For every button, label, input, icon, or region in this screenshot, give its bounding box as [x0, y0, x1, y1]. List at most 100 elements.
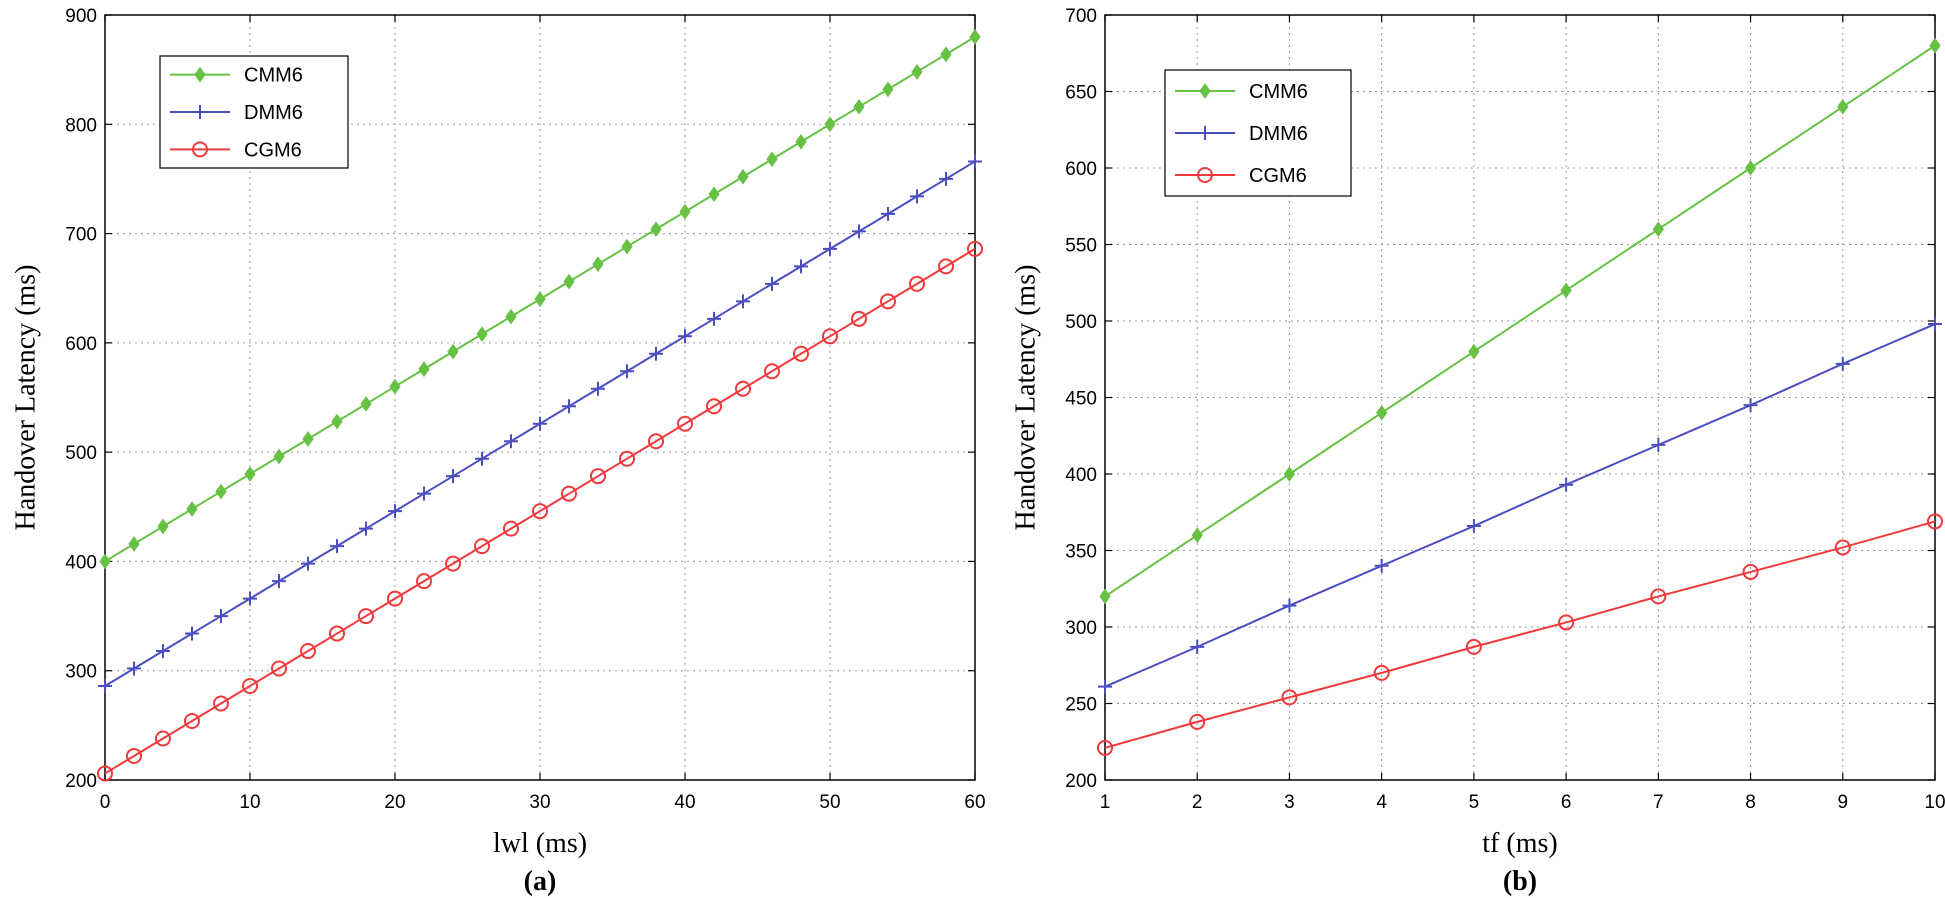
marker-dmm6: [1743, 398, 1758, 413]
marker-dmm6: [910, 189, 924, 204]
x-tick-label: 6: [1561, 792, 1572, 813]
marker-cmm6: [1376, 404, 1388, 421]
marker-dmm6: [214, 609, 228, 624]
legend-label: CMM6: [244, 65, 303, 87]
series-cgm6: [1097, 513, 1943, 756]
x-tick-label: 4: [1376, 792, 1387, 813]
series-dmm6: [98, 154, 982, 694]
series-cgm6: [97, 240, 983, 782]
y-tick-label: 350: [1065, 542, 1097, 563]
marker-cmm6: [360, 396, 372, 412]
marker-cgm6: [851, 310, 867, 327]
marker-cmm6: [194, 66, 206, 83]
marker-cmm6: [476, 326, 488, 342]
marker-cgm6: [155, 730, 171, 747]
legend: CMM6 DMM6 CGM6: [159, 55, 349, 169]
marker-cgm6: [242, 678, 258, 695]
marker-cmm6: [708, 186, 720, 203]
legend-item-dmm6: DMM6: [170, 102, 303, 124]
marker-dmm6: [98, 679, 112, 694]
marker-dmm6: [1928, 317, 1942, 332]
y-tick-label: 500: [65, 443, 97, 464]
marker-dmm6: [1559, 477, 1574, 492]
marker-cgm6: [967, 240, 983, 257]
x-axis-label: tf (ms): [1482, 828, 1557, 859]
series-cmm6: [1099, 37, 1941, 605]
marker-cmm6: [1099, 588, 1111, 605]
marker-cgm6: [1281, 689, 1298, 706]
marker-dmm6: [388, 504, 402, 519]
marker-cgm6: [764, 363, 780, 380]
y-tick-label: 200: [65, 771, 97, 792]
marker-cgm6: [590, 468, 606, 485]
series-cmm6: [99, 28, 981, 570]
x-tick-label: 10: [1924, 792, 1945, 813]
marker-cmm6: [940, 46, 952, 63]
x-tick-label: 10: [239, 792, 260, 813]
marker-dmm6: [562, 399, 576, 414]
marker-cgm6: [192, 141, 208, 158]
marker-dmm6: [1374, 558, 1389, 573]
marker-dmm6: [359, 521, 373, 536]
marker-cgm6: [358, 608, 374, 625]
marker-cmm6: [853, 98, 865, 115]
marker-cgm6: [474, 538, 490, 555]
marker-cmm6: [1560, 282, 1572, 299]
marker-cmm6: [447, 343, 459, 360]
marker-dmm6: [1651, 437, 1666, 452]
marker-dmm6: [794, 259, 808, 274]
marker-cmm6: [1468, 343, 1480, 360]
marker-cgm6: [329, 625, 345, 642]
marker-dmm6: [330, 539, 344, 554]
marker-dmm6: [193, 105, 207, 119]
marker-cgm6: [1558, 614, 1575, 631]
marker-dmm6: [1190, 639, 1205, 654]
x-tick-label: 0: [100, 792, 111, 813]
marker-dmm6: [1466, 519, 1481, 534]
marker-cgm6: [1927, 513, 1943, 530]
x-tick-label: 60: [964, 792, 985, 813]
marker-dmm6: [1835, 356, 1850, 371]
marker-cgm6: [532, 503, 548, 520]
marker-cmm6: [592, 256, 604, 273]
marker-cgm6: [503, 520, 519, 537]
marker-dmm6: [707, 311, 721, 326]
marker-cmm6: [1837, 98, 1849, 115]
marker-cgm6: [1373, 664, 1390, 681]
legend-label: DMM6: [244, 102, 303, 124]
marker-dmm6: [243, 591, 257, 606]
chart-panel-a: 0 10 20 30 40 50 60 200 300 400 500 600 700 800 900 lwl…: [10, 6, 985, 897]
x-tick-label: 3: [1284, 792, 1295, 813]
marker-dmm6: [823, 241, 837, 256]
x-tick-label: 5: [1469, 792, 1480, 813]
legend-item-cgm6: CGM6: [170, 139, 302, 161]
legend: CMM6 DMM6 CGM6: [1164, 69, 1352, 197]
marker-cmm6: [215, 483, 227, 500]
panel-label: (a): [524, 866, 557, 897]
marker-cmm6: [1929, 37, 1941, 54]
y-tick-label: 300: [1065, 618, 1097, 639]
marker-cmm6: [99, 553, 111, 570]
x-tick-label: 1: [1100, 792, 1111, 813]
marker-dmm6: [678, 329, 692, 344]
marker-dmm6: [185, 626, 199, 641]
y-tick-label: 800: [65, 115, 97, 136]
marker-dmm6: [446, 469, 460, 484]
marker-cmm6: [157, 518, 169, 535]
marker-cmm6: [1283, 466, 1296, 482]
marker-cmm6: [1652, 221, 1664, 238]
marker-cmm6: [1191, 527, 1203, 544]
x-tick-label: 7: [1653, 792, 1664, 813]
marker-cmm6: [882, 81, 894, 98]
marker-cgm6: [909, 275, 925, 292]
marker-cmm6: [331, 413, 343, 430]
series-line-cgm6: [104, 248, 976, 775]
x-tick-label: 30: [529, 792, 550, 813]
marker-cgm6: [880, 293, 896, 310]
marker-cmm6: [737, 168, 749, 185]
marker-dmm6: [1098, 679, 1112, 694]
y-axis-label: Handover Latency (ms): [10, 265, 41, 531]
marker-cgm6: [300, 643, 316, 660]
x-tick-label: 50: [819, 792, 840, 813]
